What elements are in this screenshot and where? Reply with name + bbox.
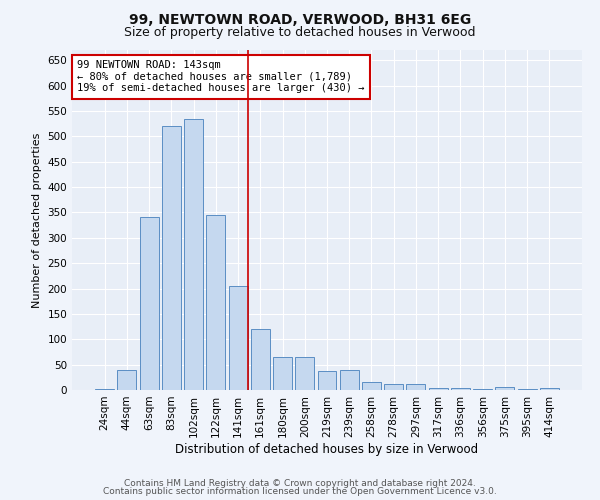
Y-axis label: Number of detached properties: Number of detached properties [32, 132, 42, 308]
Text: Size of property relative to detached houses in Verwood: Size of property relative to detached ho… [124, 26, 476, 39]
Bar [340, 370, 359, 390]
Bar [95, 389, 114, 390]
Bar [295, 357, 314, 390]
Bar [162, 126, 181, 390]
Bar [384, 384, 403, 390]
Text: 99, NEWTOWN ROAD, VERWOOD, BH31 6EG: 99, NEWTOWN ROAD, VERWOOD, BH31 6EG [129, 12, 471, 26]
Bar [251, 329, 270, 390]
Bar [429, 388, 448, 390]
Bar [184, 118, 203, 390]
Bar [496, 388, 514, 390]
Text: 99 NEWTOWN ROAD: 143sqm
← 80% of detached houses are smaller (1,789)
19% of semi: 99 NEWTOWN ROAD: 143sqm ← 80% of detache… [77, 60, 365, 94]
Bar [317, 370, 337, 390]
Bar [229, 286, 248, 390]
Bar [362, 382, 381, 390]
Bar [273, 357, 292, 390]
Text: Contains HM Land Registry data © Crown copyright and database right 2024.: Contains HM Land Registry data © Crown c… [124, 478, 476, 488]
Text: Contains public sector information licensed under the Open Government Licence v3: Contains public sector information licen… [103, 487, 497, 496]
Bar [140, 218, 158, 390]
Bar [451, 388, 470, 390]
Bar [406, 384, 425, 390]
Bar [540, 388, 559, 390]
Bar [206, 215, 225, 390]
X-axis label: Distribution of detached houses by size in Verwood: Distribution of detached houses by size … [175, 442, 479, 456]
Bar [118, 370, 136, 390]
